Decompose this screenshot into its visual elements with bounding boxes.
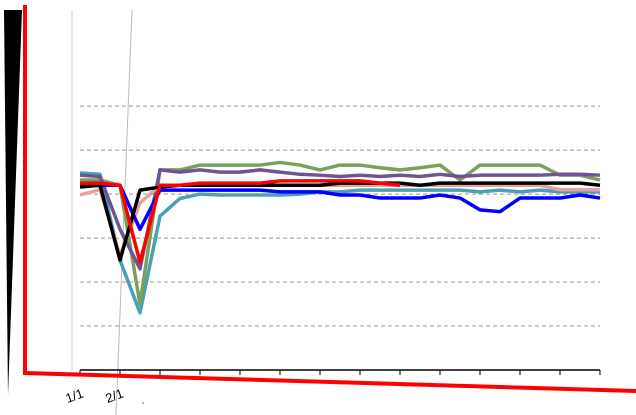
x-tick-label: 2/1 bbox=[103, 386, 125, 406]
series-line bbox=[80, 183, 601, 232]
dot bbox=[142, 402, 144, 404]
plot: 1/1 2/1 bbox=[63, 105, 601, 406]
red-frame bbox=[23, 5, 636, 393]
series-line bbox=[79, 171, 600, 315]
series-line bbox=[80, 179, 401, 265]
black-wedge bbox=[4, 10, 22, 395]
x-tick-label: 1/1 bbox=[63, 386, 85, 406]
series-line bbox=[79, 168, 601, 271]
